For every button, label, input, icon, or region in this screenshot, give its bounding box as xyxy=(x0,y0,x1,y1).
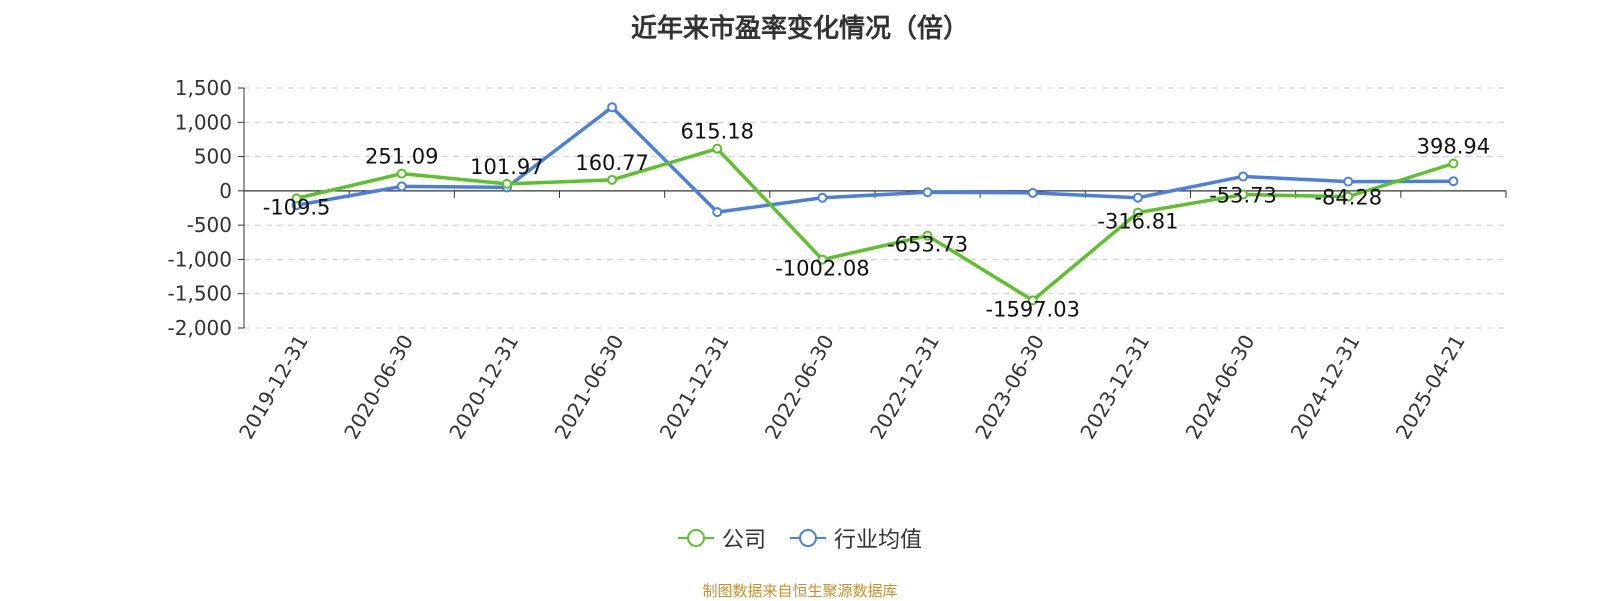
data-point xyxy=(1132,207,1143,218)
data-label: 160.77 xyxy=(575,151,648,175)
x-tick-label: 2022-12-31 xyxy=(865,330,944,443)
data-point xyxy=(922,187,933,198)
data-point xyxy=(712,143,723,154)
x-tick-label: 2023-06-30 xyxy=(970,331,1049,444)
data-point xyxy=(1027,295,1038,306)
y-tick-label: -1,000 xyxy=(168,247,232,271)
x-tick-label: 2021-06-30 xyxy=(550,331,629,444)
data-label: -1002.08 xyxy=(775,257,869,281)
data-label: 251.09 xyxy=(365,145,438,169)
x-tick-label: 2023-12-31 xyxy=(1075,331,1154,444)
y-tick-label: -500 xyxy=(187,213,232,237)
data-label: -53.73 xyxy=(1209,184,1277,208)
data-label: -109.5 xyxy=(263,195,331,219)
y-tick-label: -1,500 xyxy=(168,282,232,306)
data-point xyxy=(396,181,407,192)
data-point xyxy=(1238,189,1249,200)
legend-industry-label: 行业均值 xyxy=(834,528,923,553)
legend: 公司 行业均值 xyxy=(0,522,1600,554)
data-point xyxy=(1027,187,1038,198)
line-chart: 1,500 1,000 500 0 -500 -1,000 -1,500 -2,0002019… xyxy=(168,76,1507,444)
data-point xyxy=(1238,171,1249,182)
label-layer: -109.5 251.09 101.97 160.77 615.18 -1002.08 -6… xyxy=(263,120,1490,322)
x-tick-label: 2019-12-31 xyxy=(234,331,313,444)
grid-layer xyxy=(244,87,1506,329)
data-point xyxy=(817,254,828,265)
x-tick-label: 2021-12-31 xyxy=(655,331,734,444)
data-point xyxy=(1343,191,1354,202)
series-layer xyxy=(291,102,1459,306)
data-label: -316.81 xyxy=(1097,210,1178,234)
data-point xyxy=(922,230,933,241)
data-label: -84.28 xyxy=(1314,186,1382,210)
x-tick-label: 2025-04-21 xyxy=(1391,331,1470,444)
data-label: -653.73 xyxy=(887,233,968,257)
y-tick-label: 500 xyxy=(194,145,232,169)
data-point xyxy=(396,168,407,179)
legend-company-label: 公司 xyxy=(721,528,766,553)
data-point xyxy=(1448,176,1459,187)
x-tick-label: 2022-06-30 xyxy=(760,331,839,444)
legend-industry-swatch-icon xyxy=(790,529,826,547)
y-tick-label: -2,000 xyxy=(168,316,232,340)
data-point xyxy=(501,178,512,189)
data-point xyxy=(1132,192,1143,203)
data-label: -1597.03 xyxy=(986,297,1080,321)
legend-item-industry[interactable]: 行业均值 xyxy=(790,522,922,554)
chart-title: 近年来市盈率变化情况（倍） xyxy=(630,14,969,44)
data-point xyxy=(607,102,618,113)
data-label: 615.18 xyxy=(681,120,754,144)
x-tick-label: 2020-06-30 xyxy=(339,331,418,444)
data-label: 101.97 xyxy=(470,155,543,179)
data-point xyxy=(607,174,618,185)
data-point xyxy=(817,192,828,203)
legend-company-swatch-icon xyxy=(677,529,714,547)
x-tick-label: 2020-12-31 xyxy=(444,331,523,444)
data-point xyxy=(291,193,302,204)
series-line-1 xyxy=(296,105,1454,214)
data-point xyxy=(1448,158,1459,169)
x-tick-label: 2024-06-30 xyxy=(1181,331,1260,444)
legend-item-company[interactable]: 公司 xyxy=(677,522,766,554)
y-tick-label: 0 xyxy=(219,179,232,203)
x-tick-label: 2024-12-31 xyxy=(1286,331,1365,444)
y-tick-label: 1,500 xyxy=(175,76,232,100)
data-point xyxy=(1343,176,1354,187)
y-tick-label: 1,000 xyxy=(175,110,232,134)
source-note: 制图数据来自恒生聚源数据库 xyxy=(702,582,898,600)
data-point xyxy=(712,207,723,218)
series-line-0 xyxy=(296,146,1454,303)
data-label: 398.94 xyxy=(1417,135,1490,159)
